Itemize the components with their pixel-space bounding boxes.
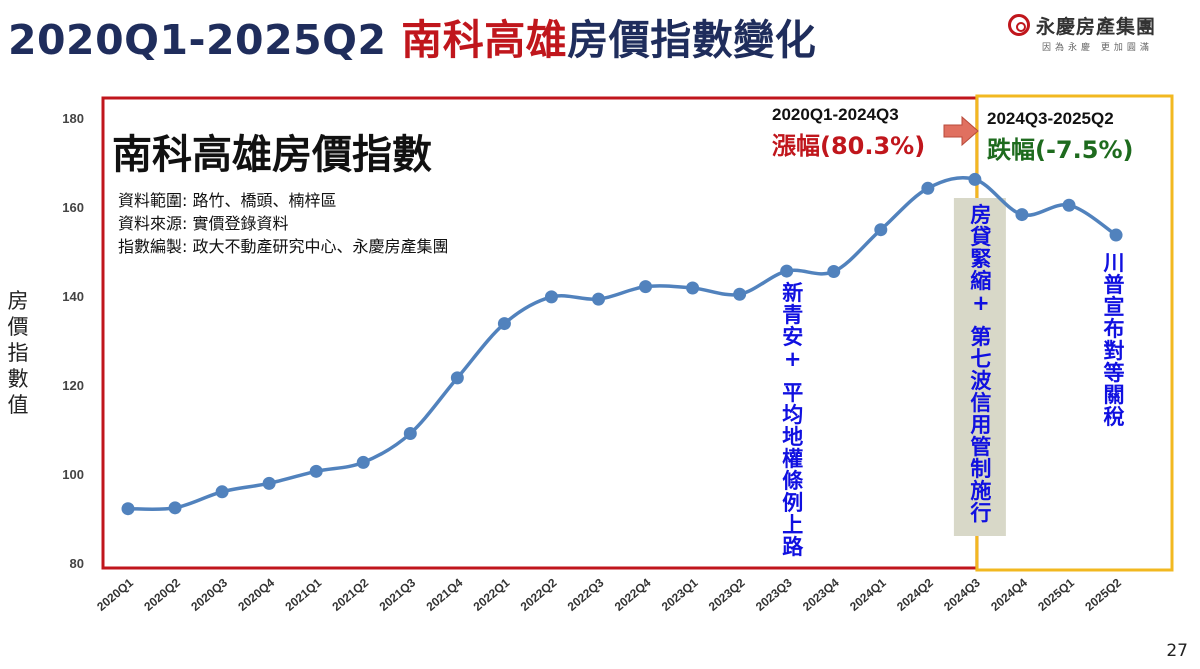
data-point — [544, 290, 558, 304]
x-tick-label: 2022Q3 — [565, 575, 607, 613]
data-point — [827, 265, 841, 279]
y-tick-label: 140 — [62, 289, 84, 304]
data-point — [309, 464, 323, 478]
x-tick-label: 2024Q4 — [988, 575, 1030, 613]
page-number: 27 — [1166, 641, 1188, 661]
x-tick-label: 2023Q2 — [706, 575, 748, 613]
period-fall-label: 跌幅(-7.5%) — [987, 136, 1133, 164]
x-tick-label: 2021Q3 — [377, 575, 419, 613]
data-point — [497, 317, 511, 331]
logo-tagline: 因為永慶 更加圓滿 — [1042, 43, 1153, 53]
chart-note: 指數編製: 政大不動產研究中心、永慶房產集團 — [118, 237, 448, 256]
data-point — [874, 223, 888, 237]
x-tick-label: 2021Q1 — [282, 575, 324, 613]
y-axis-label: 房價指數值 — [7, 289, 29, 417]
x-tick-label: 2024Q3 — [941, 575, 983, 613]
x-tick-label: 2021Q4 — [424, 575, 466, 613]
x-tick-label: 2020Q1 — [94, 575, 136, 613]
period-fall-range: 2024Q3-2025Q2 — [987, 109, 1114, 128]
x-tick-label: 2025Q2 — [1082, 575, 1124, 613]
chart-note: 資料來源: 實價登錄資料 — [118, 214, 288, 233]
event-annotation: 房貸緊縮+ 第七波信用管制施行 — [969, 203, 992, 525]
title-region: 南科高雄 — [401, 16, 568, 64]
slide-title: 2020Q1-2025Q2 南科高雄房價指數變化 — [8, 6, 816, 66]
data-point — [262, 476, 276, 490]
data-point — [1109, 228, 1123, 242]
data-point — [168, 501, 182, 515]
period-fall-frame — [975, 94, 1174, 572]
y-tick-label: 120 — [62, 378, 84, 393]
y-tick-label: 100 — [62, 467, 84, 482]
data-point — [450, 371, 464, 385]
data-point — [215, 485, 229, 499]
data-point — [1062, 198, 1076, 212]
logo-mark-icon — [1008, 14, 1030, 36]
event-annotation: 新青安+ 平均地權條例上路 — [782, 281, 804, 559]
x-tick-label: 2024Q2 — [894, 575, 936, 613]
title-rest: 房價指數變化 — [567, 16, 817, 64]
data-point — [686, 281, 700, 295]
data-point — [403, 427, 417, 441]
title-range: 2020Q1-2025Q2 — [8, 16, 387, 64]
y-tick-label: 160 — [62, 200, 84, 215]
period-rise-label: 漲幅(80.3%) — [772, 132, 925, 160]
x-tick-label: 2024Q1 — [847, 575, 889, 613]
data-point — [121, 502, 135, 516]
x-tick-label: 2025Q1 — [1035, 575, 1077, 613]
data-point — [921, 181, 935, 195]
chart-note: 資料範圍: 路竹、橋頭、楠梓區 — [118, 191, 336, 210]
x-tick-label: 2020Q2 — [141, 575, 183, 613]
chart-title: 南科高雄房價指數 — [112, 132, 432, 178]
data-point — [968, 172, 982, 186]
y-tick-label: 180 — [62, 111, 84, 126]
x-tick-label: 2023Q4 — [800, 575, 842, 613]
data-point — [1015, 208, 1029, 222]
arrow-right-icon — [943, 115, 979, 147]
x-tick-label: 2023Q3 — [753, 575, 795, 613]
x-tick-label: 2020Q3 — [188, 575, 230, 613]
data-point — [733, 287, 747, 301]
annotation-band — [953, 198, 1006, 536]
x-tick-label: 2022Q2 — [518, 575, 560, 613]
data-point — [356, 455, 370, 469]
data-point — [780, 264, 794, 278]
period-rise-range: 2020Q1-2024Q3 — [772, 105, 899, 124]
x-tick-label: 2022Q1 — [471, 575, 513, 613]
x-tick-label: 2023Q1 — [659, 575, 701, 613]
x-tick-label: 2021Q2 — [329, 575, 371, 613]
x-tick-label: 2020Q4 — [235, 575, 277, 613]
logo-name: 永慶房產集團 — [1036, 16, 1157, 38]
event-annotation: 川普宣布對等關稅 — [1103, 251, 1125, 429]
data-point — [639, 280, 653, 294]
data-point — [592, 292, 605, 306]
x-tick-label: 2022Q4 — [612, 575, 654, 613]
y-tick-label: 80 — [70, 556, 84, 571]
series-line — [127, 176, 1118, 512]
company-logo: 永慶房產集團 因為永慶 更加圓滿 — [1008, 12, 1194, 64]
